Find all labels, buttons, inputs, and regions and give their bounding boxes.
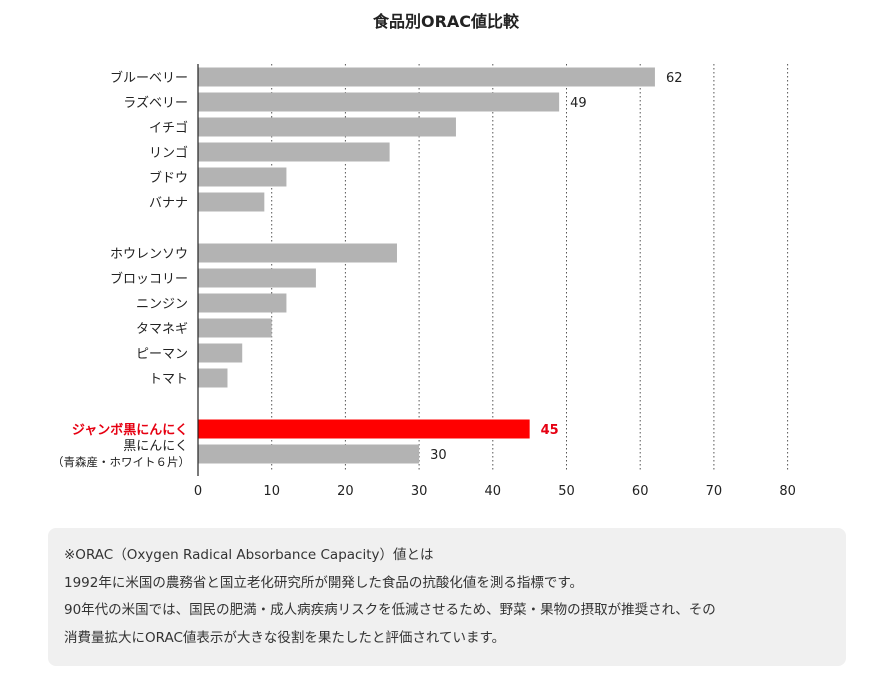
bar <box>198 343 243 363</box>
note-line-1: ※ORAC（Oxygen Radical Absorbance Capacity… <box>64 547 434 563</box>
bar <box>198 293 287 313</box>
category-label: タマネギ <box>136 322 188 337</box>
data-label: 30 <box>430 448 447 463</box>
chart-title: 食品別ORAC値比較 <box>372 12 520 31</box>
category-label: ジャンボ黒にんにく <box>72 422 188 438</box>
note-line-4: 消費量拡大にORAC値表示が大きな役割を果たしたと評価されています。 <box>64 629 506 646</box>
category-label: ブロッコリー <box>110 271 188 287</box>
orac-note-box: ※ORAC（Oxygen Radical Absorbance Capacity… <box>48 528 846 666</box>
x-tick-label: 70 <box>706 484 723 499</box>
bar <box>198 92 560 112</box>
category-label-sub: （青森産・ホワイト６片） <box>52 455 190 469</box>
bar <box>198 192 265 212</box>
category-label: ブドウ <box>149 170 188 186</box>
bar <box>198 318 272 338</box>
category-label: バナナ <box>149 196 188 211</box>
category-label: ブルーベリー <box>110 70 188 86</box>
x-tick-label: 20 <box>337 484 354 499</box>
x-tick-label: 40 <box>485 484 502 499</box>
x-tick-label: 50 <box>558 484 575 499</box>
category-label: リンゴ <box>149 145 188 161</box>
bar <box>198 444 420 464</box>
category-label: 黒にんにく <box>123 439 188 454</box>
x-tick-label: 60 <box>632 484 649 499</box>
category-label: ホウレンソウ <box>110 247 188 262</box>
x-tick-label: 0 <box>194 484 202 499</box>
category-label: ラズベリー <box>123 95 188 111</box>
bar <box>198 117 456 137</box>
note-line-3: 90年代の米国では、国民の肥満・成人病疾病リスクを低減させるため、野菜・果物の摂… <box>64 602 716 618</box>
bar <box>198 67 655 87</box>
bar <box>198 142 390 162</box>
x-tick-label: 10 <box>263 484 280 499</box>
bar <box>198 243 397 263</box>
data-label: 49 <box>570 96 587 111</box>
x-tick-label: 30 <box>411 484 428 499</box>
bar <box>198 268 316 288</box>
bar <box>198 167 287 187</box>
note-line-2: 1992年に米国の農務省と国立老化研究所が開発した食品の抗酸化値を測る指標です。 <box>64 574 584 591</box>
category-label: イチゴ <box>149 120 188 136</box>
data-label: 62 <box>666 71 683 86</box>
bar <box>198 419 530 439</box>
orac-bar-chart: ブルーベリーラズベリーイチゴリンゴブドウバナナホウレンソウブロッコリーニンジンタ… <box>52 64 796 499</box>
data-label: 45 <box>541 423 559 438</box>
bar <box>198 368 228 388</box>
x-tick-label: 80 <box>779 484 796 499</box>
category-label: ニンジン <box>136 297 188 312</box>
category-label: ピーマン <box>136 347 188 362</box>
category-label: トマト <box>149 372 188 387</box>
